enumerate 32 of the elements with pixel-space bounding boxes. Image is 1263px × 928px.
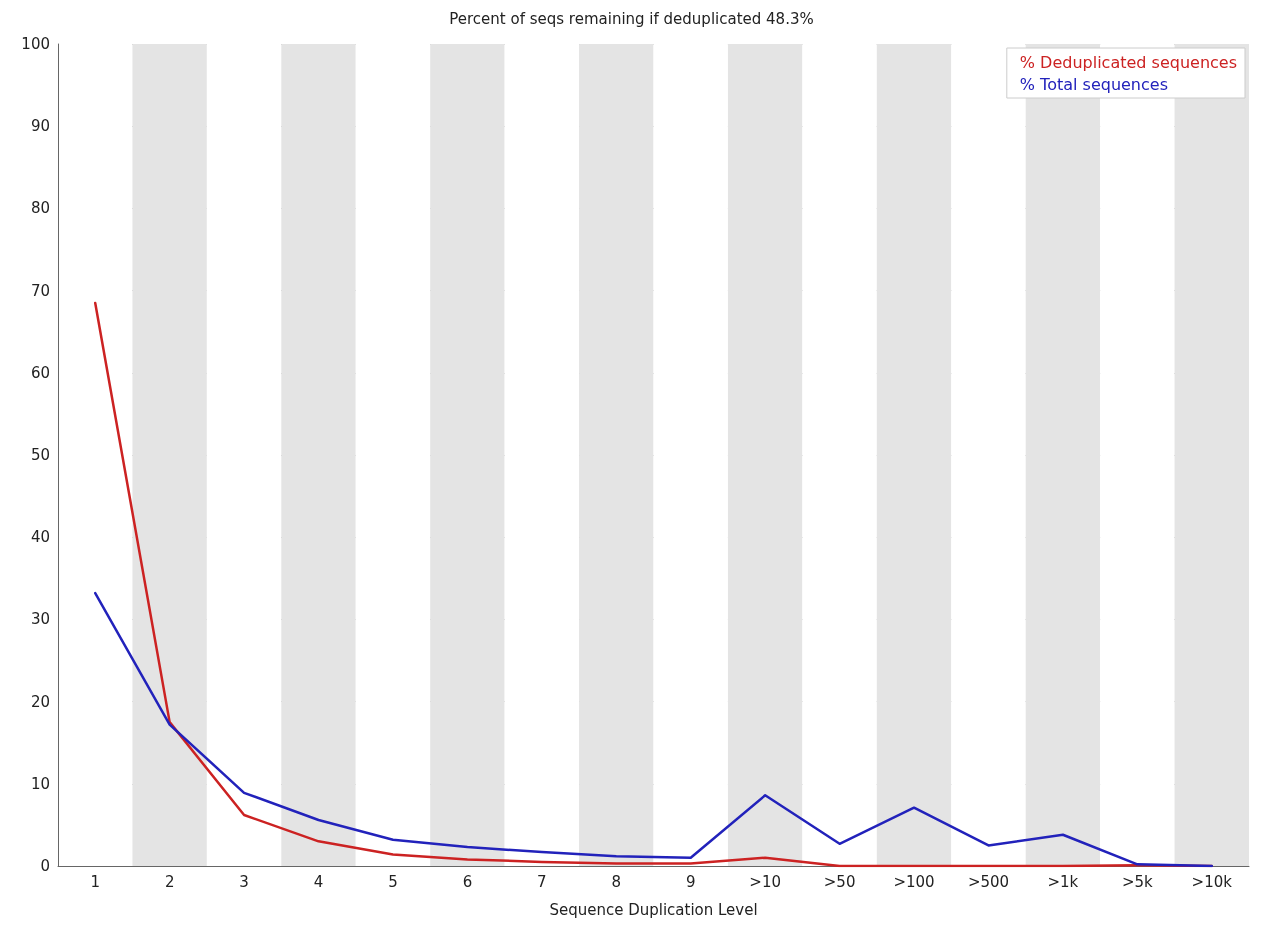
x-tick-label: 8 <box>611 872 622 891</box>
x-tick-label: 3 <box>239 872 249 891</box>
x-tick-label: 2 <box>164 872 175 891</box>
x-tick-label: >10 <box>749 872 781 891</box>
y-tick-label: 10 <box>30 774 50 793</box>
x-axis-title: Sequence Duplication Level <box>549 900 758 919</box>
chart-title: Percent of seqs remaining if deduplicated 48.3% <box>449 9 814 28</box>
line-series <box>93 591 1214 868</box>
x-tick-label: >1k <box>1047 872 1079 891</box>
x-tick-label: 4 <box>313 872 324 891</box>
y-tick-label: 0 <box>40 857 50 875</box>
y-tick-label: 30 <box>30 610 50 629</box>
x-tick-label: >50 <box>823 872 856 891</box>
x-tick-label: 5 <box>388 872 398 891</box>
y-tick-label: 90 <box>30 117 50 136</box>
y-tick-label: 50 <box>30 446 50 464</box>
x-tick-label: 9 <box>685 872 696 891</box>
x-tick-label: 1 <box>90 872 100 891</box>
x-tick-label: 6 <box>462 872 473 891</box>
y-tick-label: 20 <box>30 692 50 711</box>
y-tick-label: 70 <box>30 281 50 300</box>
x-tick-label: >100 <box>893 872 935 891</box>
x-tick-label: >10k <box>1191 872 1233 891</box>
text: % Deduplicated sequences <box>1019 52 1238 72</box>
x-tick-label: >5k <box>1121 872 1154 891</box>
x-tick-label: >500 <box>967 872 1010 891</box>
x-tick-label: 7 <box>537 872 547 891</box>
y-tick-label: 80 <box>30 199 50 218</box>
y-tick-label: 40 <box>30 528 50 547</box>
y-tick-label: 60 <box>30 363 50 382</box>
text: % Total sequences <box>1019 74 1168 94</box>
y-tick-label: 100 <box>21 35 50 53</box>
